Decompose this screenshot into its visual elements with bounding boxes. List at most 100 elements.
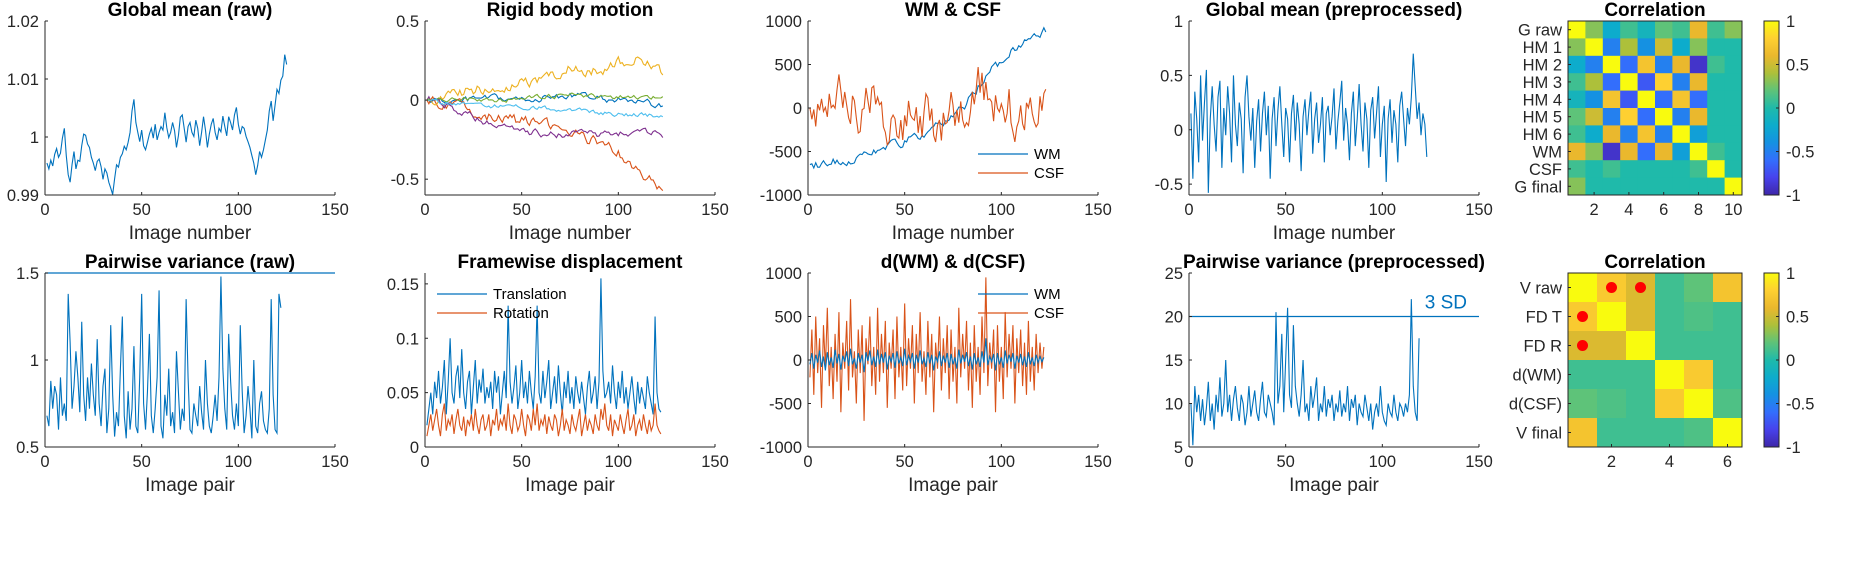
legend-label: CSF [1034, 165, 1064, 182]
colorbar-tick-label: 0 [1786, 100, 1795, 118]
heatmap-cell [1585, 177, 1604, 196]
heatmap-cell [1637, 142, 1656, 161]
heatmap-cell [1724, 21, 1743, 39]
y-tick-label: 0 [1174, 122, 1183, 140]
x-tick-label: 100 [988, 453, 1016, 471]
x-tick-label: 150 [321, 453, 349, 471]
x-tick-label: 150 [1465, 453, 1493, 471]
heatmap-cell [1655, 360, 1685, 390]
heatmap-cell [1626, 389, 1656, 419]
y-tick-label: 0 [793, 352, 802, 370]
y-tick-label: -500 [769, 144, 802, 162]
x-tick-label: 100 [1369, 201, 1397, 219]
series-line-3 [426, 95, 664, 139]
heatmap-cell [1655, 418, 1685, 448]
heatmap-cell [1655, 177, 1673, 196]
heatmap-cell [1713, 273, 1743, 303]
heatmap-cell [1689, 38, 1708, 57]
colorbar-tick-label: 1 [1786, 265, 1795, 283]
heatmap-cell [1655, 142, 1673, 161]
series-line-0 [46, 276, 282, 439]
x-tick-label: 100 [605, 201, 633, 219]
x-tick-label: 50 [1276, 201, 1294, 219]
series-line-0 [809, 277, 1045, 421]
y-tick-label: 0.99 [7, 187, 39, 205]
heatmap-cell [1707, 177, 1726, 196]
y-tick-label: 1.5 [16, 265, 39, 283]
heatmap-cell [1724, 177, 1743, 196]
series-line-1 [809, 66, 1047, 147]
y-tick-label: -1000 [760, 439, 802, 457]
heatmap-cell [1568, 142, 1586, 161]
heatmap-cell [1655, 302, 1685, 332]
chart-title: Rigid body motion [487, 0, 654, 21]
heatmap-cell [1568, 273, 1598, 303]
heatmap-cell [1568, 108, 1586, 126]
heatmap-cell [1637, 177, 1656, 196]
heatmap-cell [1672, 142, 1691, 161]
series-line-0 [1190, 53, 1428, 193]
heatmap-cell [1707, 90, 1726, 109]
heatmap-cell [1672, 160, 1691, 179]
heatmap-cell [1602, 38, 1621, 57]
row-label: G raw [1518, 22, 1562, 40]
significance-marker [1577, 340, 1588, 351]
colorbar-tick-label: 0 [1786, 352, 1795, 370]
heatmap-cell [1597, 418, 1627, 448]
y-tick-label: 0 [793, 100, 802, 118]
x-axis-label: Image pair [525, 475, 615, 496]
heatmap-cell [1672, 55, 1691, 74]
chart-global-mean-preprocessed: Global mean (preprocessed)0 50 100 150-0.50… [1155, 0, 1493, 244]
heatmap-cell [1626, 360, 1656, 390]
y-tick-label: 0 [410, 439, 419, 457]
heatmap-cell [1689, 177, 1708, 196]
chart-global-mean-raw: Global mean (raw) 0 50 100 150 0.99 1 1.01 1.02 I… [7, 0, 349, 244]
heatmap-cell [1689, 21, 1708, 39]
heatmap-cell [1637, 73, 1656, 92]
x-tick-label: 0 [40, 201, 49, 219]
row-label: V final [1516, 425, 1562, 443]
x-tick-label: 50 [132, 201, 150, 219]
x-tick-label: 4 [1624, 201, 1633, 219]
x-tick-label: 150 [321, 201, 349, 219]
y-tick-label: 10 [1165, 396, 1183, 414]
chart-title: Pairwise variance (preprocessed) [1183, 252, 1485, 273]
x-axis-label: Image number [129, 223, 252, 244]
chart-title: Global mean (raw) [108, 0, 273, 21]
heatmap-cell [1637, 125, 1656, 144]
y-tick-label: 0.1 [396, 330, 419, 348]
row-label: WM [1533, 144, 1562, 162]
x-axis-label: Image pair [1289, 475, 1379, 496]
y-tick-label: -0.5 [1155, 176, 1183, 194]
heatmap-cell [1724, 55, 1743, 74]
chart-title: WM & CSF [905, 0, 1001, 21]
heatmap-cell [1713, 302, 1743, 332]
heatmap-cell [1620, 90, 1639, 109]
heatmap-cell [1655, 38, 1673, 57]
chart-title: Correlation [1604, 252, 1705, 273]
colorbar-tick-label: -1 [1786, 187, 1801, 205]
x-tick-label: 50 [132, 453, 150, 471]
heatmap-cell [1637, 55, 1656, 74]
heatmap-cell [1672, 90, 1691, 109]
chart-correlation-bottom: Correlation V raw FD T FD R d(WM) d(CSF) V fin… [1509, 252, 1815, 471]
legend-label: Translation [493, 286, 567, 303]
chart-title: Pairwise variance (raw) [85, 252, 295, 273]
colorbar-tick-label: 0.5 [1786, 57, 1809, 75]
heatmap-cell [1672, 21, 1691, 39]
heatmap-cell [1684, 389, 1714, 419]
heatmap-cell [1724, 38, 1743, 57]
series-line-1 [426, 95, 664, 191]
chart-d-wm-d-csf: d(WM) & d(CSF) 0 50 100 150 -1000 -500 0 500 1000… [760, 252, 1112, 496]
x-tick-label: 150 [1465, 201, 1493, 219]
heatmap-cell [1655, 160, 1673, 179]
series-line-0 [46, 54, 288, 195]
threshold-label: 3 SD [1425, 293, 1467, 314]
series-line-2 [426, 55, 664, 106]
x-tick-label: 50 [895, 453, 913, 471]
heatmap-cell [1707, 55, 1726, 74]
series-line-1 [426, 403, 662, 437]
heatmap-cell [1689, 160, 1708, 179]
y-tick-label: 500 [774, 309, 802, 327]
heatmap-cell [1597, 331, 1627, 361]
